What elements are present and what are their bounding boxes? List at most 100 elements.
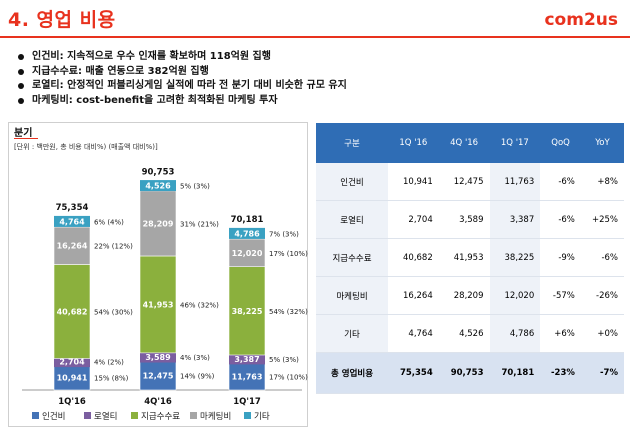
table-row: 지급수수료 40,682 41,953 38,225 -9% -6%	[316, 238, 624, 277]
table-cell: +8%	[580, 163, 624, 201]
bar-value-label: 11,763	[232, 372, 263, 381]
table-cell: 10,941	[388, 163, 439, 201]
bar-percent-label: 54% (32%)	[269, 308, 308, 316]
table-cell: 28,209	[438, 276, 490, 315]
legend-label: 인건비	[42, 411, 65, 422]
page-title: 4. 영업 비용	[8, 9, 116, 31]
table-cell: 90,753	[438, 352, 490, 394]
row-label: 기타	[316, 314, 388, 353]
col-header: QoQ	[540, 123, 581, 163]
legend-swatch	[244, 412, 251, 419]
bar-segment	[53, 264, 91, 359]
table-cell: -26%	[580, 276, 624, 315]
expense-table: 구분 1Q '16 4Q '16 1Q '17 QoQ YoY 인건비 10,94…	[316, 123, 624, 394]
table-cell: 3,589	[438, 200, 490, 239]
bullet-item: 마케팅비: cost-benefit을 고려한 최적화된 마케팅 투자	[18, 94, 347, 109]
bar-percent-label: 22% (12%)	[94, 243, 133, 251]
bar-percent-label: 15% (8%)	[94, 374, 129, 382]
table-cell: -57%	[540, 276, 581, 315]
table-cell: 4,526	[438, 314, 490, 353]
value-label-bg	[229, 353, 265, 365]
title-divider	[0, 36, 630, 38]
table-cell: 2,704	[388, 200, 439, 239]
legend-swatch	[84, 412, 91, 419]
legend-label: 기타	[254, 412, 270, 422]
chart-title: 분기	[14, 128, 33, 139]
bar-value-label: 3,589	[145, 353, 171, 362]
table-row: 기타 4,764 4,526 4,786 +6% +0%	[316, 314, 624, 353]
row-label: 마케팅비	[316, 276, 388, 315]
bar-value-label: 28,209	[143, 219, 174, 228]
table-header-row: 구분 1Q '16 4Q '16 1Q '17 QoQ YoY	[316, 123, 624, 163]
bar-value-label: 40,682	[57, 307, 88, 316]
table-cell: +25%	[580, 200, 624, 239]
table-cell: 3,387	[489, 200, 541, 239]
legend-label: 로열티	[94, 412, 117, 422]
category-label: 1Q'17	[233, 397, 261, 407]
col-header: YoY	[580, 123, 624, 163]
table-cell: 4,764	[388, 314, 439, 353]
table-cell: 11,763	[489, 163, 541, 201]
bar-total-label: 70,181	[231, 215, 264, 225]
legend-swatch	[131, 412, 138, 419]
bar-value-label: 2,704	[59, 358, 85, 367]
bar-percent-label: 31% (21%)	[180, 220, 219, 228]
row-label: 총 영업비용	[316, 352, 388, 394]
value-label-bg	[54, 356, 90, 368]
bullet-item: 지급수수료: 매출 연동으로 382억원 집행	[18, 65, 347, 80]
bar-percent-label: 17% (10%)	[269, 250, 308, 258]
bar-total-label: 90,753	[142, 167, 175, 177]
bar-percent-label: 5% (3%)	[269, 356, 299, 364]
table-cell: 41,953	[438, 238, 490, 277]
bar-percent-label: 7% (3%)	[269, 230, 299, 238]
bar-segment	[139, 360, 177, 391]
value-label-bg	[54, 215, 90, 227]
value-label-bg	[140, 351, 176, 363]
bar-segment	[139, 255, 177, 354]
table-cell: 38,225	[489, 238, 541, 277]
table-cell: +6%	[540, 314, 581, 353]
value-label-bg	[140, 180, 176, 192]
row-label: 지급수수료	[316, 238, 388, 277]
table-cell: +0%	[580, 314, 624, 353]
bar-value-label: 10,941	[57, 373, 88, 382]
bar-segment	[228, 266, 266, 356]
table-cell: -6%	[540, 163, 581, 201]
table-cell: -23%	[540, 352, 581, 394]
table-cell: 75,354	[388, 352, 439, 394]
bar-value-label: 16,264	[57, 242, 88, 251]
bar-percent-label: 5% (3%)	[180, 183, 210, 191]
bullet-list: 인건비: 지속적으로 우수 인재를 확보하며 118억원 집행 지급수수료: 매…	[18, 50, 347, 108]
bar-percent-label: 4% (2%)	[94, 359, 124, 367]
chart-unit-note: [단위 : 백만원, 총 비용 대비%) (매출액 대비%)]	[14, 143, 158, 151]
bar-percent-label: 54% (30%)	[94, 308, 133, 316]
legend-label: 마케팅비	[200, 411, 231, 422]
bar-segment	[228, 362, 266, 391]
table-cell: 70,181	[489, 352, 541, 394]
category-label: 1Q'16	[58, 397, 86, 407]
bar-segment	[139, 190, 177, 257]
bar-percent-label: 6% (4%)	[94, 218, 124, 226]
table-cell: 40,682	[388, 238, 439, 277]
bullet-item: 인건비: 지속적으로 우수 인재를 확보하며 118억원 집행	[18, 50, 347, 65]
legend-swatch	[32, 412, 39, 419]
bar-percent-label: 4% (3%)	[180, 354, 210, 362]
bar-percent-label: 14% (9%)	[180, 373, 215, 381]
bar-value-label: 4,526	[145, 182, 171, 191]
bar-value-label: 4,764	[59, 217, 85, 226]
col-header: 1Q '17	[489, 123, 541, 163]
bullet-item: 로열티: 안정적인 퍼블리싱게임 실적에 따라 전 분기 대비 비슷한 규모 유…	[18, 79, 347, 94]
table-cell: 12,020	[489, 276, 541, 315]
table-cell: -9%	[540, 238, 581, 277]
col-header: 1Q '16	[388, 123, 439, 163]
category-label: 4Q'16	[144, 397, 172, 407]
table-cell: -6%	[580, 238, 624, 277]
col-header: 구분	[316, 123, 388, 163]
bar-value-label: 3,387	[234, 355, 259, 364]
table-cell: 4,786	[489, 314, 541, 353]
legend-swatch	[190, 412, 197, 419]
table-row: 로열티 2,704 3,589 3,387 -6% +25%	[316, 200, 624, 239]
row-label: 로열티	[316, 200, 388, 239]
legend-label: 지급수수료	[141, 412, 180, 422]
